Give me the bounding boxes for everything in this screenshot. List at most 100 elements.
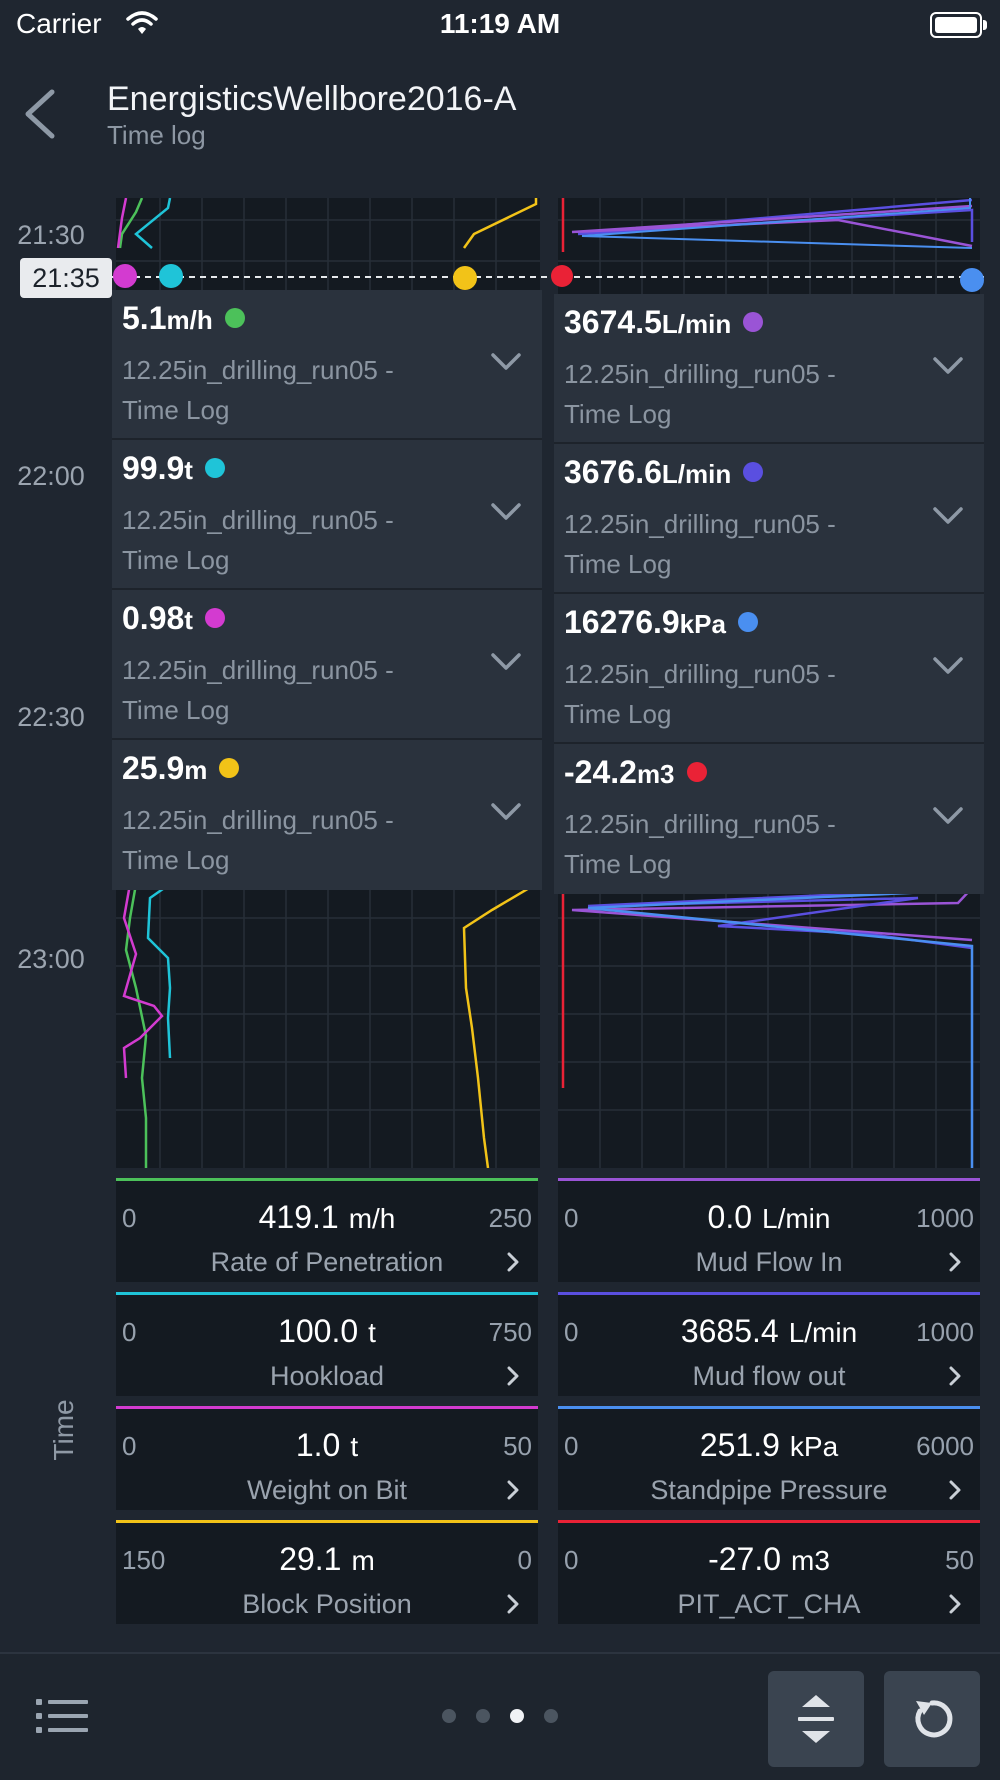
readout-source: 12.25in_drilling_run05 - Time Log [122,805,394,875]
gauge-value: 100.0 t [278,1313,376,1349]
clock: 11:19 AM [439,8,561,39]
gauge-hookload[interactable]: 0 100.0 t 750 Hookload [116,1292,538,1396]
expand-collapse-button[interactable] [768,1671,864,1767]
chevron-down-icon[interactable] [490,352,522,372]
reset-button[interactable] [884,1671,980,1767]
readout-source: 12.25in_drilling_run05 - Time Log [122,505,394,575]
gauge-rate-of-penetration[interactable]: 0 419.1 m/h 250 Rate of Penetration [116,1178,538,1282]
gauge-min: 0 [564,1431,579,1461]
chevron-down-icon[interactable] [490,802,522,822]
gauge-value: 251.9 kPa [699,1427,839,1463]
readout-card[interactable]: 3674.5L/min 12.25in_drilling_run05 - Time… [554,294,984,444]
battery-icon [930,12,987,38]
readout-value: 0.98t [122,600,225,637]
series-color-dot [224,307,245,328]
gauge-min: 150 [122,1545,166,1575]
readout-card[interactable]: 0.98t 12.25in_drilling_run05 - Time Log [112,590,542,740]
readout-source: 12.25in_drilling_run05 - Time Log [564,659,836,729]
series-color-dot [686,761,707,782]
gauge-min: 0 [122,1431,137,1461]
page-indicator-dot[interactable] [476,1709,490,1723]
gauge-name: Rate of Penetration [210,1247,444,1277]
gauge-name: Mud flow out [692,1361,846,1391]
chevron-right-icon [507,1366,519,1386]
gauge-max: 0 [517,1545,532,1575]
chevron-down-icon[interactable] [490,652,522,672]
time-axis-title: Time [48,1399,79,1461]
readout-card[interactable]: 5.1m/h 12.25in_drilling_run05 - Time Log [112,290,542,440]
gauge-max: 250 [488,1203,532,1233]
series-color-dot [737,611,758,632]
chevron-right-icon [949,1252,961,1272]
chevron-down-icon[interactable] [932,356,964,376]
gauge-min: 0 [564,1203,579,1233]
readout-card[interactable]: -24.2m3 12.25in_drilling_run05 - Time Log [554,744,984,894]
gauge-name: PIT_ACT_CHA [677,1589,861,1619]
list-icon[interactable] [36,1698,88,1734]
series-color-dot [743,311,764,332]
readout-source: 12.25in_drilling_run05 - Time Log [122,655,394,725]
gauge-min: 0 [564,1317,579,1347]
gauge-name: Hookload [269,1361,385,1391]
time-label: 23:00 [17,944,85,974]
chevron-right-icon [507,1480,519,1500]
series-color-dot [204,607,225,628]
gauge-name: Mud Flow In [695,1247,843,1277]
gauge-max: 1000 [916,1317,974,1347]
gauge-value: 1.0 t [295,1427,359,1463]
readout-value: -24.2m3 [564,754,707,791]
refresh-icon [915,1700,953,1738]
series-color-dot [219,757,240,778]
series-color-dot [743,461,764,482]
chevron-right-icon [949,1594,961,1614]
page-subtitle: Time log [107,120,206,150]
series-color-dot [204,457,225,478]
gauge-max: 50 [945,1545,974,1575]
page-indicator-dot[interactable] [544,1709,558,1723]
gauge-value: 0.0 L/min [707,1199,831,1235]
gauge-name: Weight on Bit [246,1475,408,1505]
gauge-mud-flow-in[interactable]: 0 0.0 L/min 1000 Mud Flow In [558,1178,980,1282]
page-indicator-dot[interactable] [442,1709,456,1723]
chevron-down-icon[interactable] [932,506,964,526]
readout-source: 12.25in_drilling_run05 - Time Log [564,809,836,879]
back-chevron-icon[interactable] [20,88,60,140]
gauge-min: 0 [122,1203,137,1233]
readout-card[interactable]: 25.9m 12.25in_drilling_run05 - Time Log [112,740,542,890]
gauge-standpipe-pressure[interactable]: 0 251.9 kPa 6000 Standpipe Pressure [558,1406,980,1510]
gauge-min: 0 [564,1545,579,1575]
readout-value: 3674.5L/min [564,304,764,341]
gauge-max: 1000 [916,1203,974,1233]
readouts-left: 5.1m/h 12.25in_drilling_run05 - Time Log … [112,290,542,890]
readout-card[interactable]: 3676.6L/min 12.25in_drilling_run05 - Time… [554,444,984,594]
time-label: 22:00 [17,461,85,491]
chevron-right-icon [949,1366,961,1386]
time-label: 21:30 [17,220,85,250]
readout-value: 25.9m [122,750,240,787]
readout-source: 12.25in_drilling_run05 - Time Log [564,359,836,429]
readout-card[interactable]: 99.9t 12.25in_drilling_run05 - Time Log [112,440,542,590]
gauge-name: Block Position [242,1589,412,1619]
chevron-right-icon [507,1252,519,1272]
readout-source: 12.25in_drilling_run05 - Time Log [122,355,394,425]
carrier-label: Carrier [16,8,102,39]
readout-card[interactable]: 16276.9kPa 12.25in_drilling_run05 - Time … [554,594,984,744]
expand-collapse-icon [798,1695,834,1743]
wifi-icon [126,11,158,34]
gauge-min: 0 [122,1317,137,1347]
chevron-down-icon[interactable] [490,502,522,522]
gauge-weight-on-bit[interactable]: 0 1.0 t 50 Weight on Bit [116,1406,538,1510]
gauge-block-position[interactable]: 150 29.1 m 0 Block Position [116,1520,538,1624]
time-cursor-label: 21:35 [20,258,112,298]
readouts-right: 3674.5L/min 12.25in_drilling_run05 - Time… [554,294,984,894]
readout-source: 12.25in_drilling_run05 - Time Log [564,509,836,579]
gauge-pit-act-cha[interactable]: 0 -27.0 m3 50 PIT_ACT_CHA [558,1520,980,1624]
chevron-right-icon [949,1480,961,1500]
chevron-down-icon[interactable] [932,656,964,676]
gauge-max: 6000 [916,1431,974,1461]
chevron-down-icon[interactable] [932,806,964,826]
gauge-mud-flow-out[interactable]: 0 3685.4 L/min 1000 Mud flow out [558,1292,980,1396]
gauge-max: 50 [503,1431,532,1461]
time-cursor-line[interactable] [112,262,988,292]
page-indicator-dot-active[interactable] [510,1709,524,1723]
